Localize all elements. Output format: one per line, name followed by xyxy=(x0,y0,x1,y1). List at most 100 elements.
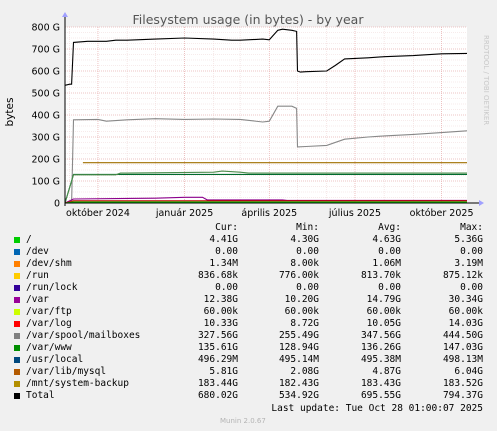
legend-avg-value: 183.43G xyxy=(360,378,401,389)
legend-swatch xyxy=(14,309,20,315)
legend-avg-value: 495.38M xyxy=(360,354,401,365)
legend-min-value: 0.00 xyxy=(296,282,319,293)
last-update-text: Last update: Tue Oct 28 01:00:07 2025 xyxy=(271,403,483,414)
legend-cur-value: 836.68k xyxy=(197,270,238,281)
legend-header: Cur: Min: Avg: Max: xyxy=(0,222,497,234)
series-line xyxy=(64,170,467,204)
legend-label: /var xyxy=(26,294,49,305)
legend-label: Total xyxy=(26,390,55,401)
legend-avg-value: 136.26G xyxy=(360,342,401,353)
legend-cur-value: 1.34M xyxy=(209,258,238,269)
y-tick-label: 800 G xyxy=(31,23,60,34)
legend-label: /run xyxy=(26,270,49,281)
y-axis-label: bytes xyxy=(4,98,16,127)
series-line xyxy=(64,196,467,204)
legend-avg-value: 0.00 xyxy=(378,246,401,257)
y-tick-label: 700 G xyxy=(31,45,60,56)
legend-label: /var/spool/mailboxes xyxy=(26,330,141,341)
legend-max-value: 60.00k xyxy=(448,306,483,317)
legend-max-value: 498.13M xyxy=(442,354,483,365)
legend-min-value: 8.72G xyxy=(290,318,319,329)
legend-label: /var/ftp xyxy=(26,306,72,317)
legend-row: /usr/local 496.29M 495.14M 495.38M 498.13M xyxy=(0,354,497,366)
legend-avg-value: 1.06M xyxy=(372,258,401,269)
legend-label: /run/lock xyxy=(26,282,78,293)
legend-row: /dev/shm 1.34M 8.00k 1.06M 3.19M xyxy=(0,258,497,270)
legend-label: /var/log xyxy=(26,318,72,329)
legend-row: /mnt/system-backup 183.44G 182.43G 183.43G 1… xyxy=(0,378,497,390)
legend-max-value: 6.04G xyxy=(454,366,483,377)
legend-label: / xyxy=(26,234,32,245)
legend-max-value: 794.37G xyxy=(442,390,483,401)
header-avg: Avg: xyxy=(378,222,401,233)
legend-label: /mnt/system-backup xyxy=(26,378,129,389)
legend-cur-value: 0.00 xyxy=(215,282,238,293)
legend-row: /run/lock 0.00 0.00 0.00 0.00 xyxy=(0,282,497,294)
legend-min-value: 776.00k xyxy=(278,270,319,281)
legend-label: /var/lib/mysql xyxy=(26,366,107,377)
legend-swatch xyxy=(14,333,20,339)
legend-max-value: 183.52G xyxy=(442,378,483,389)
legend-max-value: 0.00 xyxy=(460,282,483,293)
y-tick-label: 200 G xyxy=(31,155,60,166)
legend-swatch xyxy=(14,393,20,399)
legend-cur-value: 0.00 xyxy=(215,246,238,257)
legend-max-value: 444.50G xyxy=(442,330,483,341)
legend-label: /dev/shm xyxy=(26,258,72,269)
legend-row: /dev 0.00 0.00 0.00 0.00 xyxy=(0,246,497,258)
legend-max-value: 147.03G xyxy=(442,342,483,353)
legend-swatch xyxy=(14,261,20,267)
legend-swatch xyxy=(14,297,20,303)
legend-cur-value: 496.29M xyxy=(197,354,238,365)
legend-min-value: 182.43G xyxy=(278,378,319,389)
legend-cur-value: 60.00k xyxy=(203,306,238,317)
legend-max-value: 875.12k xyxy=(442,270,483,281)
legend-swatch xyxy=(14,381,20,387)
legend-max-value: 14.03G xyxy=(448,318,483,329)
y-tick-label: 300 G xyxy=(31,133,60,144)
legend-cur-value: 183.44G xyxy=(197,378,238,389)
series-line xyxy=(65,105,468,204)
legend-label: /dev xyxy=(26,246,49,257)
legend-max-value: 3.19M xyxy=(454,258,483,269)
legend-cur-value: 5.81G xyxy=(209,366,238,377)
legend-swatch xyxy=(14,273,20,279)
legend-swatch xyxy=(14,369,20,375)
legend-avg-value: 347.56G xyxy=(360,330,401,341)
legend-cur-value: 10.33G xyxy=(203,318,238,329)
legend-label: /var/www xyxy=(26,342,72,353)
legend-swatch xyxy=(14,249,20,255)
legend-max-value: 0.00 xyxy=(460,246,483,257)
series-line xyxy=(64,28,468,86)
legend-min-value: 534.92G xyxy=(278,390,319,401)
y-tick-label: 400 G xyxy=(31,111,60,122)
y-tick-label: 600 G xyxy=(31,67,60,78)
legend-min-value: 60.00k xyxy=(284,306,319,317)
legend-swatch xyxy=(14,321,20,327)
legend-min-value: 495.14M xyxy=(278,354,319,365)
legend-rows: / 4.41G 4.30G 4.63G 5.36G/dev 0.00 0.00 0.00 0.0… xyxy=(0,234,497,402)
legend-swatch xyxy=(14,237,20,243)
legend-row: /var/ftp 60.00k 60.00k 60.00k 60.00k xyxy=(0,306,497,318)
legend-cur-value: 12.38G xyxy=(203,294,238,305)
legend-min-value: 128.94G xyxy=(278,342,319,353)
legend-avg-value: 813.70k xyxy=(360,270,401,281)
legend-swatch xyxy=(14,345,20,351)
legend-avg-value: 4.87G xyxy=(372,366,401,377)
legend-avg-value: 695.55G xyxy=(360,390,401,401)
y-tick-label: 0 xyxy=(54,199,60,210)
legend-avg-value: 14.79G xyxy=(366,294,401,305)
chart-title: Filesystem usage (in bytes) - by year xyxy=(133,12,365,27)
header-cur: Cur: xyxy=(215,222,238,233)
legend-avg-value: 0.00 xyxy=(378,282,401,293)
legend-avg-value: 4.63G xyxy=(372,234,401,245)
legend-cur-value: 4.41G xyxy=(209,234,238,245)
legend-cur-value: 327.56G xyxy=(197,330,238,341)
legend-swatch xyxy=(14,357,20,363)
y-axis-arrow xyxy=(62,12,68,17)
legend-row: / 4.41G 4.30G 4.63G 5.36G xyxy=(0,234,497,246)
legend-swatch xyxy=(14,285,20,291)
legend-row: /var 12.38G 10.20G 14.79G 30.34G xyxy=(0,294,497,306)
legend-avg-value: 60.00k xyxy=(366,306,401,317)
legend-cur-value: 680.02G xyxy=(197,390,238,401)
